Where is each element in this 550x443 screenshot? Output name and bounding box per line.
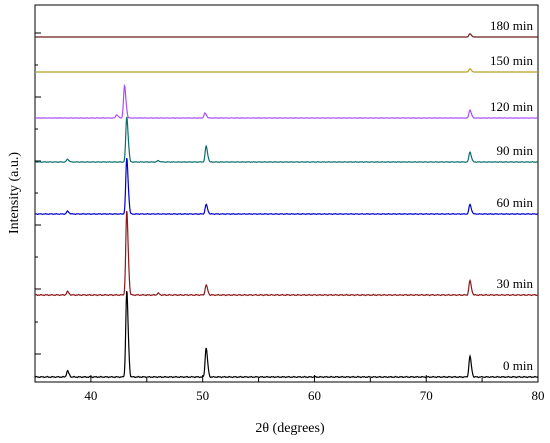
series-line	[35, 33, 539, 38]
plot-frame	[34, 4, 539, 383]
series-label: 180 min	[490, 18, 533, 33]
series-label: 0 min	[503, 358, 533, 373]
x-tick-label: 70	[420, 388, 433, 403]
x-tick-labels: 40 50 60 70 80	[84, 388, 544, 403]
x-tick-label: 80	[532, 388, 545, 403]
axis-ticks	[34, 32, 539, 382]
series-label: 120 min	[490, 99, 533, 114]
series-line	[34, 116, 539, 163]
x-tick-label: 60	[308, 388, 321, 403]
y-axis-title: Intensity (a.u.)	[7, 152, 22, 234]
series-label: 60 min	[497, 195, 534, 210]
series-group	[34, 33, 539, 379]
series-line	[34, 290, 539, 379]
series-labels: 0 min 30 min 60 min 90 min 120 min 150 min 180…	[490, 18, 533, 373]
x-axis-title: 2θ (degrees)	[255, 421, 325, 436]
plot-border	[34, 4, 539, 383]
series-line	[34, 157, 539, 215]
x-tick-label: 40	[84, 388, 97, 403]
series-line	[35, 68, 539, 73]
series-label: 90 min	[497, 143, 534, 158]
series-line	[34, 83, 539, 119]
series-line	[34, 210, 539, 297]
series-label: 30 min	[497, 276, 534, 291]
x-tick-label: 50	[196, 388, 209, 403]
series-label: 150 min	[490, 53, 533, 68]
